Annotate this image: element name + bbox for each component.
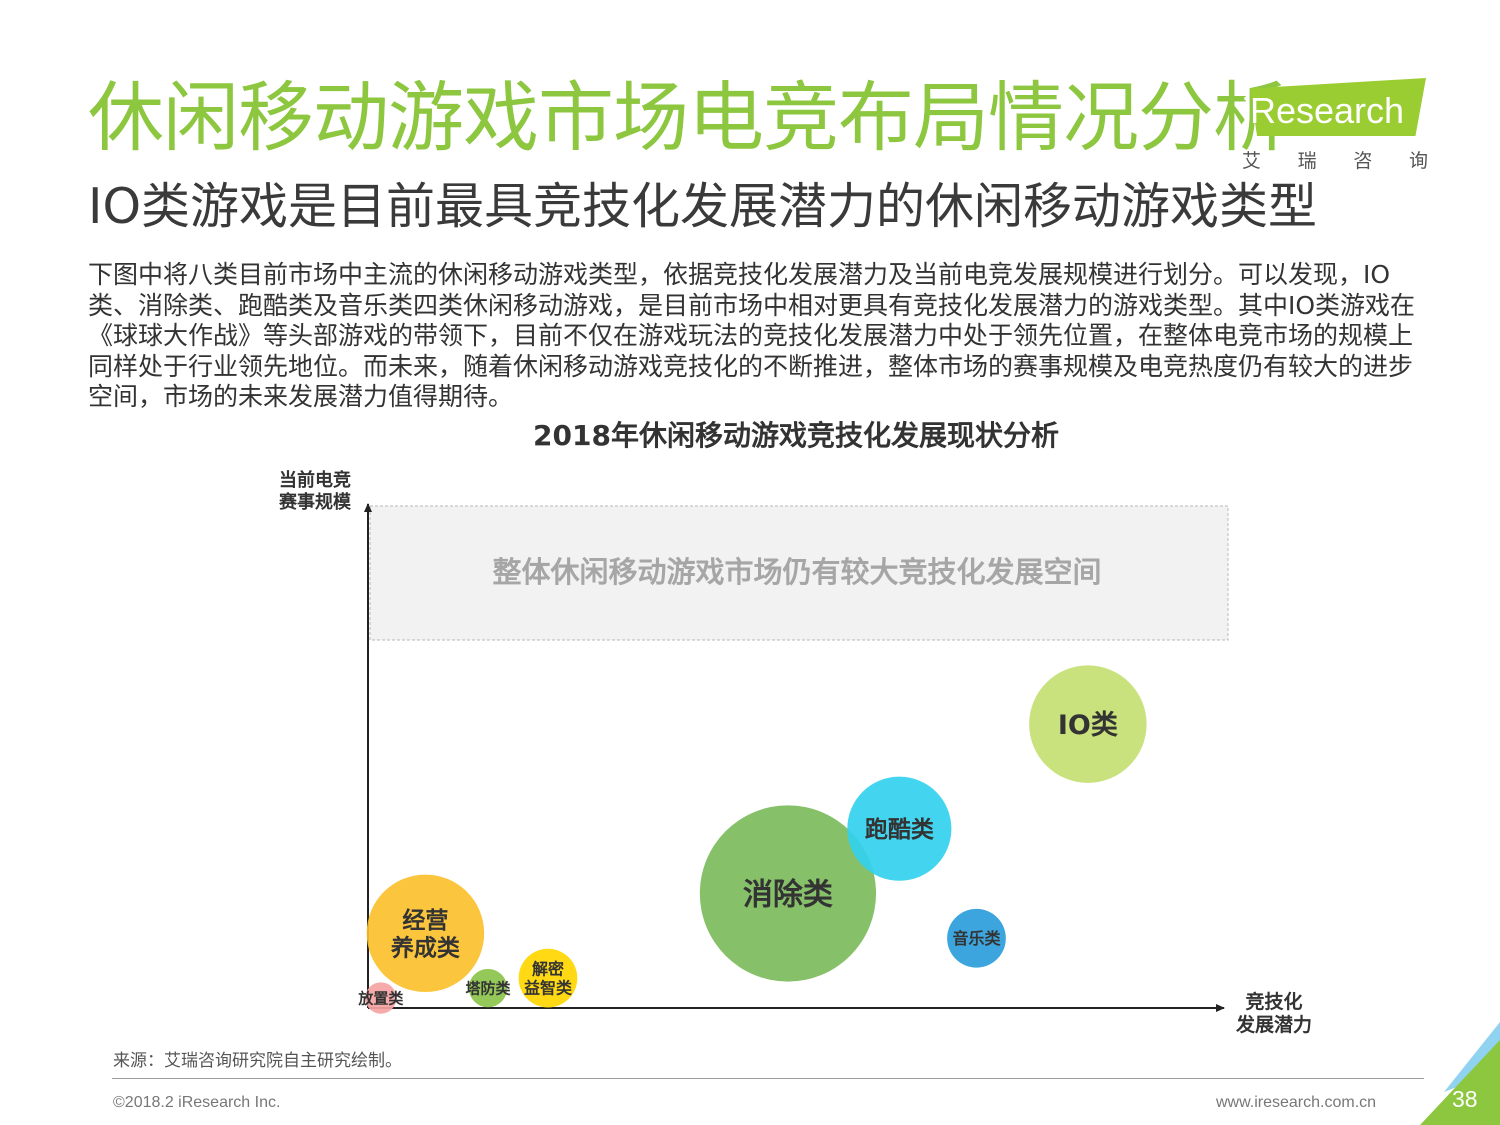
bubble-label: 放置类: [357, 989, 404, 1007]
bubble-point: [365, 982, 397, 1014]
annotation-band: [369, 505, 1229, 641]
source-note: 来源：艾瑞咨询研究院自主研究绘制。: [113, 1051, 402, 1071]
bubble-point: [699, 805, 877, 982]
y-axis-label: 赛事规模: [278, 491, 352, 513]
website-link[interactable]: www.iresearch.com.cn: [1216, 1094, 1377, 1111]
bubble-label: 经营: [402, 907, 448, 934]
bubble-label: 解密: [532, 959, 564, 978]
bubble-label: 益智类: [524, 978, 573, 997]
bubble-point: [366, 874, 485, 993]
copyright: ©2018.2 iResearch Inc.: [113, 1094, 281, 1111]
y-axis-label: 当前电竞: [279, 469, 351, 491]
logo-text: iResearch: [1242, 90, 1405, 131]
logo-sub-char: 咨: [1353, 150, 1373, 172]
bubble-point: [1029, 665, 1147, 783]
bubble-label: 塔防类: [465, 979, 511, 997]
bubble-point: [947, 908, 1006, 968]
bubble-label: 音乐类: [952, 929, 1001, 948]
logo-sub-char: 瑞: [1297, 150, 1317, 172]
corner-decoration: [1420, 1022, 1500, 1125]
page-number: 38: [1452, 1086, 1478, 1112]
page-title: 休闲移动游戏市场电竞布局情况分析: [88, 73, 1289, 162]
annotation-text: 整体休闲移动游戏市场仍有较大竞技化发展空间: [492, 555, 1101, 589]
bubble-point: [847, 776, 952, 881]
x-axis-label: 发展潜力: [1235, 1013, 1312, 1036]
bubble-label: 消除类: [743, 877, 833, 912]
bubble-label: IO类: [1058, 710, 1118, 741]
footer-divider: [112, 1078, 1424, 1079]
bubble-point: [468, 968, 508, 1008]
x-axis-label: 竞技化: [1245, 990, 1302, 1013]
logo-sub-char: 艾: [1242, 150, 1262, 172]
logo-sub-char: 询: [1408, 150, 1428, 172]
iresearch-logo[interactable]: iResearch 艾 瑞 咨 询: [1236, 78, 1428, 178]
bubble-point: [518, 948, 578, 1008]
chart-title: 2018年休闲移动游戏竞技化发展现状分析: [533, 419, 1059, 452]
logo-band: [1250, 78, 1426, 136]
bubble-label: 跑酷类: [865, 817, 934, 843]
page-subtitle: IO类游戏是目前最具竞技化发展潜力的休闲移动游戏类型: [88, 178, 1318, 235]
bubble-label: 养成类: [390, 934, 460, 961]
logo-subtitle: 艾 瑞 咨 询: [1242, 146, 1428, 173]
body-paragraph: 下图中将八类目前市场中主流的休闲移动游戏类型，依据竞技化发展潜力及当前电竞发展规…: [88, 260, 1416, 411]
